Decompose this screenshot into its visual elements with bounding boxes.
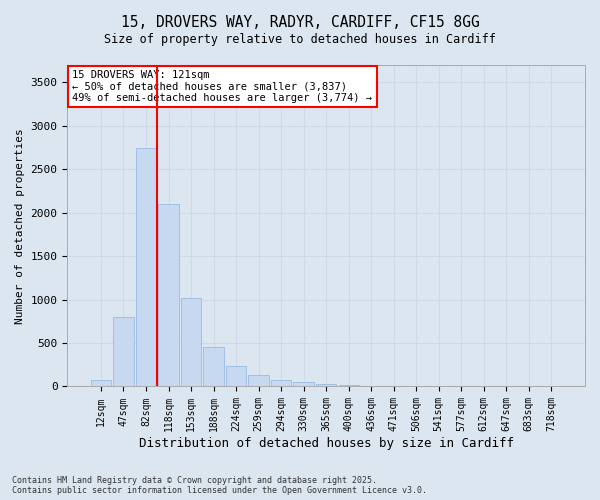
Text: 15, DROVERS WAY, RADYR, CARDIFF, CF15 8GG: 15, DROVERS WAY, RADYR, CARDIFF, CF15 8G…: [121, 15, 479, 30]
Bar: [316, 384, 336, 386]
Text: 15 DROVERS WAY: 121sqm
← 50% of detached houses are smaller (3,837)
49% of semi-: 15 DROVERS WAY: 121sqm ← 50% of detached…: [73, 70, 373, 103]
Bar: [338, 384, 359, 386]
Bar: [226, 366, 246, 386]
Y-axis label: Number of detached properties: Number of detached properties: [15, 128, 25, 324]
X-axis label: Distribution of detached houses by size in Cardiff: Distribution of detached houses by size …: [139, 437, 514, 450]
Bar: [113, 317, 134, 386]
Bar: [158, 204, 179, 386]
Bar: [91, 380, 111, 386]
Bar: [293, 382, 314, 386]
Bar: [136, 148, 156, 386]
Text: Size of property relative to detached houses in Cardiff: Size of property relative to detached ho…: [104, 32, 496, 46]
Bar: [271, 380, 291, 386]
Bar: [181, 298, 201, 386]
Text: Contains HM Land Registry data © Crown copyright and database right 2025.
Contai: Contains HM Land Registry data © Crown c…: [12, 476, 427, 495]
Bar: [203, 346, 224, 387]
Bar: [248, 375, 269, 386]
